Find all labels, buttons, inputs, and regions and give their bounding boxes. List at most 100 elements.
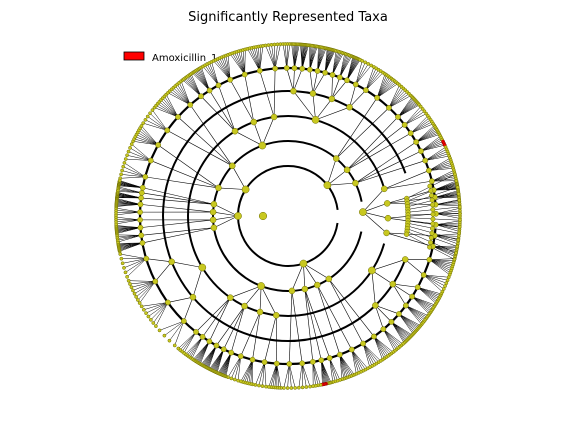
branch [339, 354, 346, 379]
branch [268, 45, 276, 69]
branch [339, 354, 353, 376]
branch [425, 151, 448, 161]
branch [155, 302, 169, 327]
branch [223, 56, 231, 80]
branch [274, 44, 276, 69]
taxon-node [237, 353, 244, 360]
branch [185, 77, 202, 97]
branch [145, 302, 168, 314]
taxon-node [428, 178, 435, 184]
branch [434, 235, 459, 242]
branch [309, 69, 314, 94]
branch [117, 235, 142, 243]
taxon-node [121, 164, 126, 169]
branch [428, 157, 451, 171]
branch [244, 49, 246, 75]
branch [411, 296, 433, 310]
branch [293, 68, 303, 92]
branch [240, 50, 245, 75]
branch [248, 359, 253, 384]
branch [371, 259, 406, 271]
branch [259, 46, 261, 71]
branch [362, 343, 375, 365]
taxon-node [326, 355, 333, 361]
branch [365, 68, 377, 91]
branch [388, 86, 402, 108]
branch [213, 203, 239, 217]
taxon-node [157, 328, 162, 333]
branch [171, 261, 203, 268]
branch [165, 94, 179, 118]
branch [291, 290, 303, 364]
branch [234, 130, 263, 146]
branch [256, 46, 261, 71]
branch [420, 143, 444, 152]
branch [143, 302, 168, 311]
taxon-node [300, 385, 305, 390]
branch [405, 305, 429, 316]
branch [327, 169, 348, 186]
taxon-node [307, 66, 313, 73]
taxon-node [209, 208, 217, 216]
branch [383, 329, 395, 352]
branch [122, 170, 146, 178]
taxon-node [301, 285, 309, 293]
taxon-node [261, 359, 268, 365]
branch [234, 356, 241, 380]
taxon-node [297, 385, 301, 390]
branch [117, 235, 142, 241]
branch [303, 263, 330, 280]
taxon-node [371, 333, 377, 340]
taxon-node [458, 218, 462, 223]
branch [167, 296, 194, 303]
branch [117, 235, 142, 237]
branch [420, 139, 443, 152]
branch [264, 362, 267, 387]
taxon-node [129, 142, 134, 147]
branch [411, 296, 430, 315]
branch [159, 101, 179, 118]
branch [147, 116, 168, 131]
taxon-node [422, 157, 429, 164]
branch [249, 48, 260, 71]
branch [429, 259, 452, 272]
branch [259, 70, 275, 118]
branch [375, 305, 384, 330]
taxon-node [125, 274, 129, 279]
taxon-node [125, 153, 129, 158]
branch [304, 289, 314, 362]
taxon-node [132, 291, 137, 296]
taxon-node [290, 87, 297, 95]
taxon-node [231, 127, 239, 135]
branch [252, 311, 261, 360]
taxon-node [322, 69, 328, 76]
branch [140, 219, 214, 228]
branch [118, 186, 142, 194]
branch [180, 331, 197, 351]
branch [186, 336, 203, 356]
branch [431, 176, 456, 182]
taxon-node [172, 343, 177, 348]
branch [327, 158, 337, 186]
taxon-node [325, 275, 333, 283]
branch [429, 259, 454, 265]
branch [339, 354, 350, 377]
taxon-node [210, 201, 218, 208]
legend: Amoxicillin_1 [123, 51, 217, 64]
branch [411, 296, 432, 312]
taxon-node [304, 385, 309, 389]
branch [136, 281, 156, 298]
taxon-node [139, 184, 146, 191]
branch [287, 363, 290, 389]
taxon-node [155, 142, 161, 148]
taxon-node [429, 197, 435, 203]
branch [207, 64, 219, 86]
branch [355, 150, 422, 184]
branch [362, 343, 373, 367]
branch [253, 121, 263, 146]
taxon-node [441, 287, 446, 291]
branch [417, 287, 441, 296]
taxon-node [314, 68, 321, 74]
branch [332, 51, 338, 75]
taxon-node [273, 360, 280, 367]
